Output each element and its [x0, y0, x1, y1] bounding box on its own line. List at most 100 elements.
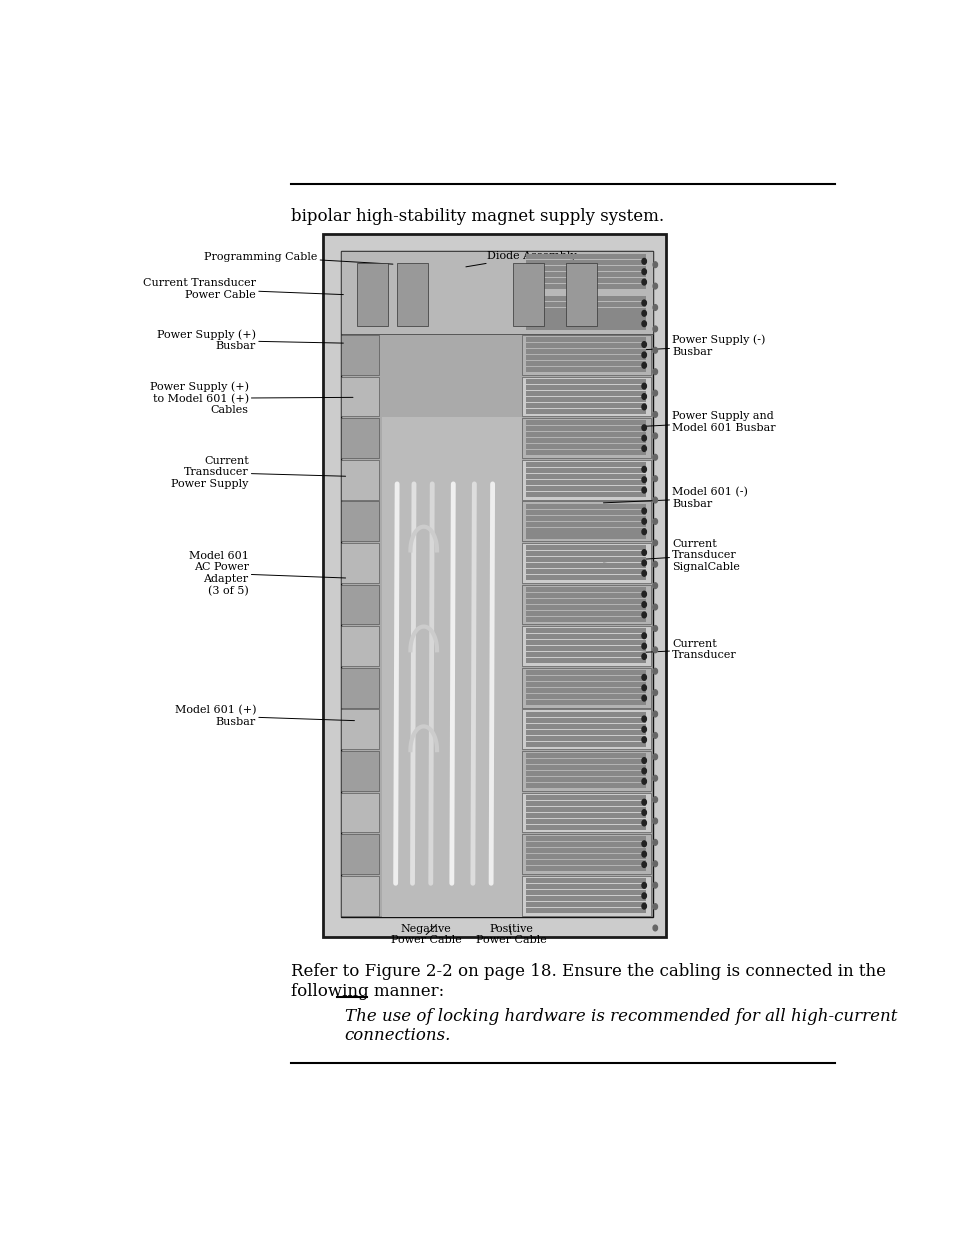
Circle shape	[653, 626, 657, 631]
Bar	[341, 419, 379, 458]
Bar	[525, 861, 645, 866]
Bar	[525, 777, 645, 782]
Text: Current Transducer
Power Cable: Current Transducer Power Cable	[143, 278, 343, 300]
Text: bipolar high-stability magnet supply system.: bipolar high-stability magnet supply sys…	[291, 209, 663, 225]
Bar	[381, 417, 521, 916]
Bar	[525, 635, 645, 640]
Bar	[525, 492, 645, 496]
Bar	[525, 432, 645, 437]
Bar	[525, 884, 645, 889]
Bar	[525, 641, 645, 646]
Bar	[521, 751, 650, 790]
Circle shape	[641, 601, 646, 608]
Bar	[525, 611, 645, 616]
Bar	[525, 819, 645, 824]
Bar	[521, 294, 650, 333]
Circle shape	[641, 435, 646, 441]
Bar	[525, 806, 645, 811]
Bar	[525, 783, 645, 788]
Bar	[525, 652, 645, 657]
Text: Power Supply and
Model 601 Busbar: Power Supply and Model 601 Busbar	[599, 411, 775, 433]
Bar	[525, 485, 645, 492]
Bar	[525, 390, 645, 395]
Circle shape	[641, 362, 646, 368]
Circle shape	[641, 758, 646, 763]
Circle shape	[653, 668, 657, 674]
Bar	[525, 545, 645, 551]
Circle shape	[653, 283, 657, 289]
Bar	[341, 793, 379, 832]
Circle shape	[641, 342, 646, 347]
Text: Current
Transducer
SignalCable: Current Transducer SignalCable	[603, 538, 740, 572]
Bar	[525, 308, 645, 312]
Bar	[525, 795, 645, 800]
Bar	[525, 266, 645, 270]
Circle shape	[653, 540, 657, 546]
Bar	[525, 462, 645, 467]
Circle shape	[653, 262, 657, 268]
Bar	[341, 377, 379, 416]
Circle shape	[653, 840, 657, 845]
Circle shape	[653, 347, 657, 353]
Bar	[525, 587, 645, 592]
Bar	[525, 593, 645, 598]
Bar	[525, 521, 645, 526]
Circle shape	[641, 893, 646, 899]
Text: Power Supply (+)
to Model 601 (+)
Cables: Power Supply (+) to Model 601 (+) Cables	[150, 382, 353, 415]
Text: Model 601 (-)
Busbar: Model 601 (-) Busbar	[603, 487, 747, 509]
Bar	[525, 420, 645, 425]
Bar	[525, 527, 645, 532]
Bar	[521, 252, 650, 291]
Bar	[322, 233, 665, 937]
Text: Model 601
AC Power
Adapter
(3 of 5): Model 601 AC Power Adapter (3 of 5)	[189, 551, 345, 595]
Bar	[341, 335, 379, 374]
Bar	[525, 403, 645, 408]
Bar	[525, 278, 645, 283]
Bar	[525, 813, 645, 818]
Circle shape	[653, 818, 657, 824]
Circle shape	[653, 562, 657, 567]
Text: Model 601 (+)
Busbar: Model 601 (+) Busbar	[174, 705, 355, 727]
Circle shape	[641, 841, 646, 847]
Circle shape	[641, 737, 646, 742]
Bar	[525, 314, 645, 319]
Bar	[525, 379, 645, 384]
Bar	[521, 543, 650, 583]
Bar	[525, 694, 645, 699]
Bar	[525, 451, 645, 456]
Bar	[525, 711, 645, 716]
Bar	[341, 709, 379, 750]
Circle shape	[641, 716, 646, 721]
Circle shape	[641, 674, 646, 680]
Circle shape	[653, 861, 657, 867]
Bar	[521, 419, 650, 458]
Text: Power Supply (+)
Busbar: Power Supply (+) Busbar	[157, 330, 343, 352]
Circle shape	[641, 446, 646, 451]
Bar	[341, 668, 379, 708]
Circle shape	[641, 300, 646, 306]
Circle shape	[653, 498, 657, 503]
Bar	[396, 263, 428, 326]
Bar	[525, 515, 645, 521]
Bar	[525, 551, 645, 556]
Bar	[341, 294, 379, 333]
Circle shape	[641, 258, 646, 264]
Circle shape	[641, 310, 646, 316]
Bar	[525, 284, 645, 289]
Circle shape	[641, 820, 646, 826]
Bar	[525, 563, 645, 568]
Circle shape	[641, 613, 646, 618]
Bar	[525, 760, 645, 764]
Circle shape	[641, 643, 646, 650]
Bar	[525, 320, 645, 325]
Bar	[341, 252, 379, 291]
Bar	[525, 445, 645, 450]
Circle shape	[641, 862, 646, 867]
Circle shape	[653, 519, 657, 525]
Circle shape	[641, 592, 646, 597]
Circle shape	[653, 690, 657, 695]
Bar	[521, 626, 650, 666]
Bar	[525, 890, 645, 895]
Bar	[521, 335, 650, 374]
Bar	[521, 876, 650, 915]
